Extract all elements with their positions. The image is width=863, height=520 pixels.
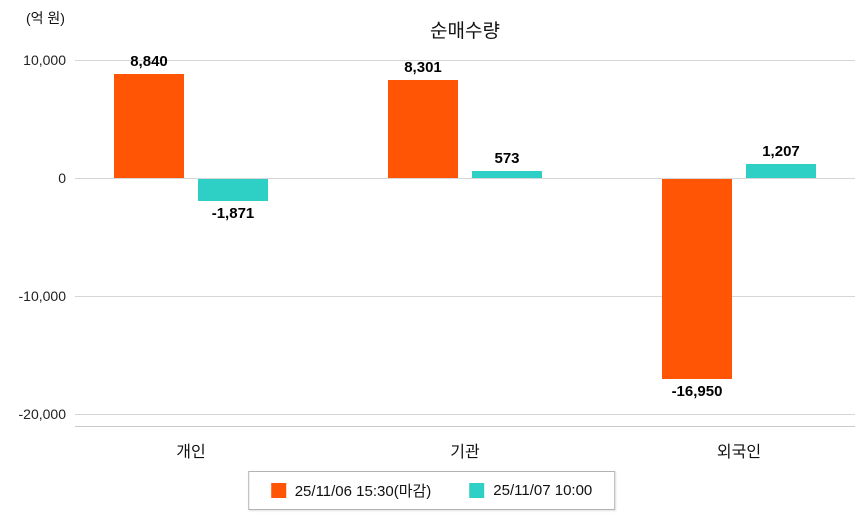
- legend-item: 25/11/06 15:30(마감): [270, 480, 432, 501]
- gridline: [75, 60, 855, 61]
- legend: 25/11/06 15:30(마감) 25/11/07 10:00: [247, 471, 616, 510]
- bar-series2: [746, 163, 816, 178]
- legend-swatch: [469, 483, 485, 498]
- bar-series1: [662, 179, 732, 379]
- x-axis-category-label: 기관: [450, 444, 480, 461]
- bar-value-label: -1,871: [211, 205, 255, 223]
- chart-title: 순매수량: [430, 21, 500, 42]
- bar-series2: [472, 171, 542, 178]
- bar-value-label: 8,301: [404, 59, 442, 77]
- gridline: [75, 414, 855, 415]
- y-axis-tick-label: -20,000: [18, 406, 66, 422]
- y-axis-tick-label: 10,000: [23, 52, 66, 68]
- gridline: [75, 178, 855, 179]
- x-axis-category-label: 외국인: [716, 444, 762, 461]
- gridline: [75, 296, 855, 297]
- bar-series1: [388, 80, 458, 178]
- bar-value-label: -16,950: [671, 383, 723, 400]
- y-axis-unit-label: (억 원): [26, 10, 65, 26]
- bar-value-label: 573: [494, 150, 520, 168]
- x-axis-line: [75, 425, 855, 427]
- bar-value-label: 1,207: [762, 142, 800, 160]
- y-axis-tick-label: 0: [58, 170, 66, 186]
- bar-series2: [198, 179, 268, 202]
- bar-value-label: 8,840: [130, 52, 168, 70]
- y-axis-tick-label: -10,000: [18, 288, 66, 304]
- legend-label: 25/11/07 10:00: [493, 482, 593, 499]
- bar-series1: [114, 73, 184, 178]
- legend-item: 25/11/07 10:00: [469, 482, 592, 499]
- legend-label: 25/11/06 15:30(마감): [294, 483, 432, 500]
- legend-swatch: [270, 483, 286, 498]
- x-axis-category-label: 개인: [176, 444, 206, 461]
